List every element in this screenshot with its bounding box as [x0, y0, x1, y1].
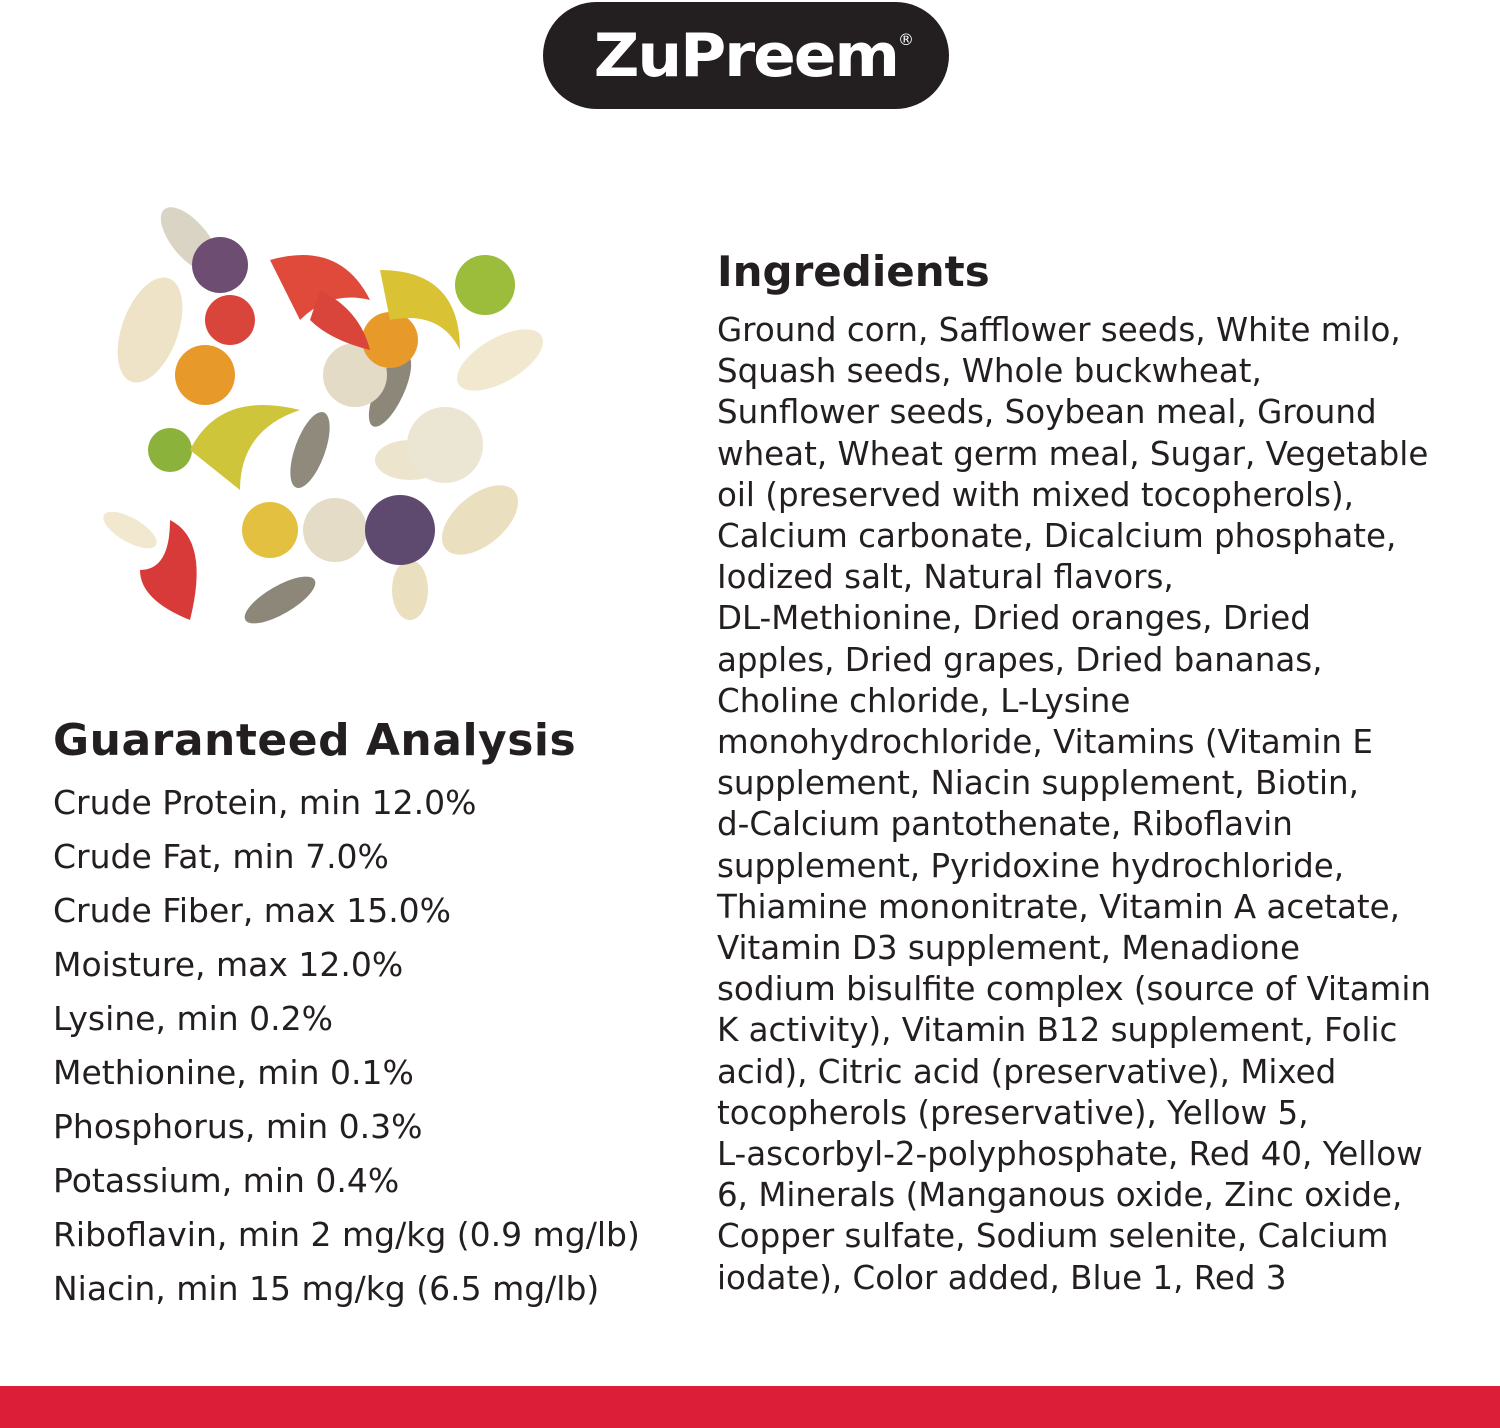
ingredients-line: Calcium carbonate, Dicalcium phosphate,: [717, 517, 1397, 556]
analysis-item: Lysine, min 0.2%: [53, 999, 334, 1038]
ingredients-section: Ingredients Ground corn, Safflower seeds…: [717, 244, 1431, 1299]
ingredients-line: Choline chloride, L-Lysine: [717, 681, 1131, 720]
ingredients-line: Iodized salt, Natural flavors,: [717, 558, 1174, 597]
ingredients-line: monohydrochloride, Vitamins (Vitamin E: [717, 723, 1373, 762]
analysis-item: Moisture, max 12.0%: [53, 945, 404, 984]
ingredients-line: Vitamin D3 supplement, Menadione: [717, 929, 1301, 968]
ingredients-line: supplement, Pyridoxine hydrochloride,: [717, 846, 1345, 885]
analysis-item: Potassium, min 0.4%: [53, 1161, 400, 1200]
ingredients-line: Squash seeds, Whole buckwheat,: [717, 352, 1262, 391]
analysis-item: Crude Protein, min 12.0%: [53, 783, 477, 822]
analysis-item: Crude Fat, min 7.0%: [53, 837, 389, 876]
registered-mark: ®: [898, 30, 914, 49]
ingredients-line: Copper sulfate, Sodium selenite, Calcium: [717, 1217, 1389, 1256]
ingredients-line: oil (preserved with mixed tocopherols),: [717, 475, 1354, 514]
analysis-item: Riboflavin, min 2 mg/kg (0.9 mg/lb): [53, 1215, 640, 1254]
ingredients-title: Ingredients: [717, 247, 990, 296]
ingredients-line: sodium bisulfite complex (source of Vita…: [717, 970, 1431, 1009]
accent-bar: [0, 1386, 1500, 1428]
brand-logo: ZuPreem: [543, 2, 949, 109]
ingredients-line: Sunflower seeds, Soybean meal, Ground: [717, 393, 1377, 432]
ingredients-line: supplement, Niacin supplement, Biotin,: [717, 764, 1359, 803]
ingredients-line: 6, Minerals (Manganous oxide, Zinc oxide…: [717, 1176, 1403, 1215]
ingredients-line: Thiamine mononitrate, Vitamin A acetate,: [717, 887, 1400, 926]
ingredients-text: Ground corn, Safflower seeds, White milo…: [717, 310, 1431, 1299]
analysis-item: Phosphorus, min 0.3%: [53, 1107, 423, 1146]
ingredients-line: DL-Methionine, Dried oranges, Dried: [717, 599, 1311, 638]
ingredients-line: d-Calcium pantothenate, Riboflavin: [717, 805, 1293, 844]
analysis-item: Niacin, min 15 mg/kg (6.5 mg/lb): [53, 1269, 600, 1308]
pellets: [140, 237, 515, 620]
ingredients-line: wheat, Wheat germ meal, Sugar, Vegetable: [717, 434, 1429, 473]
analysis-item: Methionine, min 0.1%: [53, 1053, 414, 1092]
guaranteed-analysis-section: Guaranteed Analysis Crude Protein, min 1…: [53, 712, 640, 1316]
ingredients-line: Ground corn, Safflower seeds, White milo…: [717, 311, 1401, 349]
analysis-item: Crude Fiber, max 15.0%: [53, 891, 452, 930]
ingredients-line: acid), Citric acid (preservative), Mixed: [717, 1052, 1337, 1091]
ingredients-line: apples, Dried grapes, Dried bananas,: [717, 640, 1323, 679]
ingredients-line: iodate), Color added, Blue 1, Red 3: [717, 1258, 1287, 1297]
food-mix-image: [103, 207, 543, 624]
ingredients-line: tocopherols (preservative), Yellow 5,: [717, 1093, 1309, 1132]
brand-name: ZuPreem: [593, 20, 900, 91]
ingredients-line: L-ascorbyl-2-polyphosphate, Red 40, Yell…: [717, 1135, 1423, 1174]
ingredients-line: K activity), Vitamin B12 supplement, Fol…: [717, 1011, 1398, 1050]
guaranteed-analysis-title: Guaranteed Analysis: [53, 715, 577, 766]
